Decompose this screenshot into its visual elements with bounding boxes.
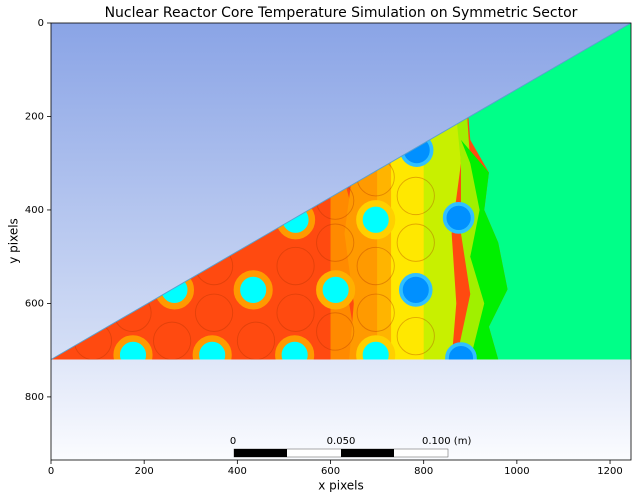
- scale-label: 0.050: [327, 436, 356, 447]
- x-tick-label: 1200: [597, 466, 622, 477]
- y-tick-label: 200: [25, 111, 44, 122]
- x-tick-label: 400: [228, 466, 247, 477]
- x-tick-label: 1000: [504, 466, 529, 477]
- chart-title: Nuclear Reactor Core Temperature Simulat…: [105, 5, 578, 21]
- y-tick-label: 0: [38, 18, 44, 29]
- x-tick-label: 800: [414, 466, 433, 477]
- image: [50, 22, 632, 460]
- x-tick-label: 200: [135, 466, 154, 477]
- y-tick-label: 600: [25, 298, 44, 309]
- y-axis-label: y pixels: [7, 218, 21, 264]
- axes-frame: [50, 22, 632, 461]
- x-axis-label: x pixels: [318, 479, 364, 493]
- x-tick-label: 0: [48, 466, 54, 477]
- y-tick-label: 400: [25, 205, 44, 216]
- scale-bar: 0 0.050 0.100 (m): [230, 436, 471, 458]
- scale-label: 0.100 (m): [422, 436, 471, 447]
- y-tick-label: 800: [25, 392, 44, 403]
- x-tick-label: 600: [321, 466, 340, 477]
- scale-label: 0: [230, 436, 236, 447]
